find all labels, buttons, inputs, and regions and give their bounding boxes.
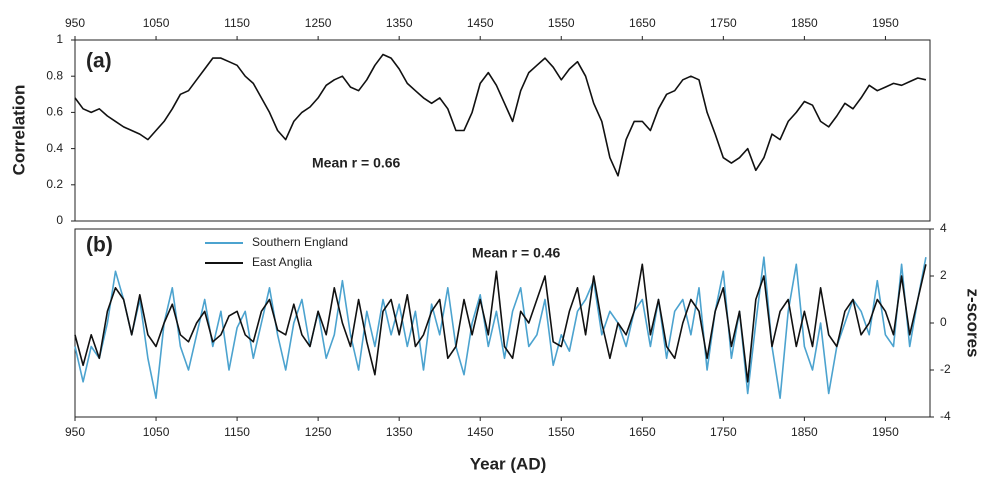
annotation: Mean r = 0.46: [472, 245, 561, 261]
x-axis-title: Year (AD): [470, 454, 547, 473]
y-tick-label: 0.8: [46, 68, 63, 82]
data-line: [74, 263, 927, 383]
y-tick-label: 1: [56, 32, 63, 46]
y-tick-label: 4: [940, 221, 947, 235]
y-tick-label: 0: [940, 315, 947, 329]
panel-label: (b): [86, 234, 113, 257]
x-tick-label: 1450: [467, 16, 494, 30]
plot-frame: [74, 39, 931, 222]
x-tick-label: 1150: [224, 425, 250, 439]
y-tick-label: 0: [56, 213, 63, 227]
y-tick-label: 0.4: [46, 141, 63, 155]
x-tick-label: 950: [65, 425, 85, 439]
x-tick-label: 1350: [386, 16, 413, 30]
annotation: Mean r = 0.66: [312, 155, 401, 171]
y-tick-label: -2: [940, 362, 951, 376]
x-tick-label: 1550: [548, 425, 575, 439]
x-tick-label: 950: [65, 16, 85, 30]
x-tick-label: 1650: [629, 425, 656, 439]
x-tick-label: 1450: [467, 425, 494, 439]
y-tick-label: 2: [940, 268, 947, 282]
data-line: [74, 256, 927, 399]
panel-label: (a): [86, 50, 112, 73]
x-tick-label: 1750: [710, 16, 737, 30]
x-tick-label: 1850: [791, 425, 818, 439]
x-tick-label: 1050: [143, 425, 170, 439]
x-tick-label: 1850: [791, 16, 818, 30]
x-tick-label: 1950: [872, 16, 899, 30]
x-tick-label: 1650: [629, 16, 656, 30]
legend-label: Southern England: [252, 235, 348, 249]
x-tick-label: 1550: [548, 16, 575, 30]
y-tick-label: 0.2: [46, 177, 63, 191]
y-axis-title: z-scores: [964, 289, 983, 358]
x-tick-label: 1250: [305, 425, 332, 439]
x-tick-label: 1150: [224, 16, 250, 30]
x-tick-label: 1950: [872, 425, 899, 439]
x-tick-label: 1350: [386, 425, 413, 439]
x-tick-label: 1050: [143, 16, 170, 30]
y-tick-label: 0.6: [46, 105, 63, 119]
data-line: [74, 53, 927, 177]
x-tick-label: 1250: [305, 16, 332, 30]
y-axis-title: Correlation: [9, 85, 28, 176]
legend-label: East Anglia: [252, 255, 312, 269]
y-tick-label: -4: [940, 409, 951, 423]
x-tick-label: 1750: [710, 425, 737, 439]
